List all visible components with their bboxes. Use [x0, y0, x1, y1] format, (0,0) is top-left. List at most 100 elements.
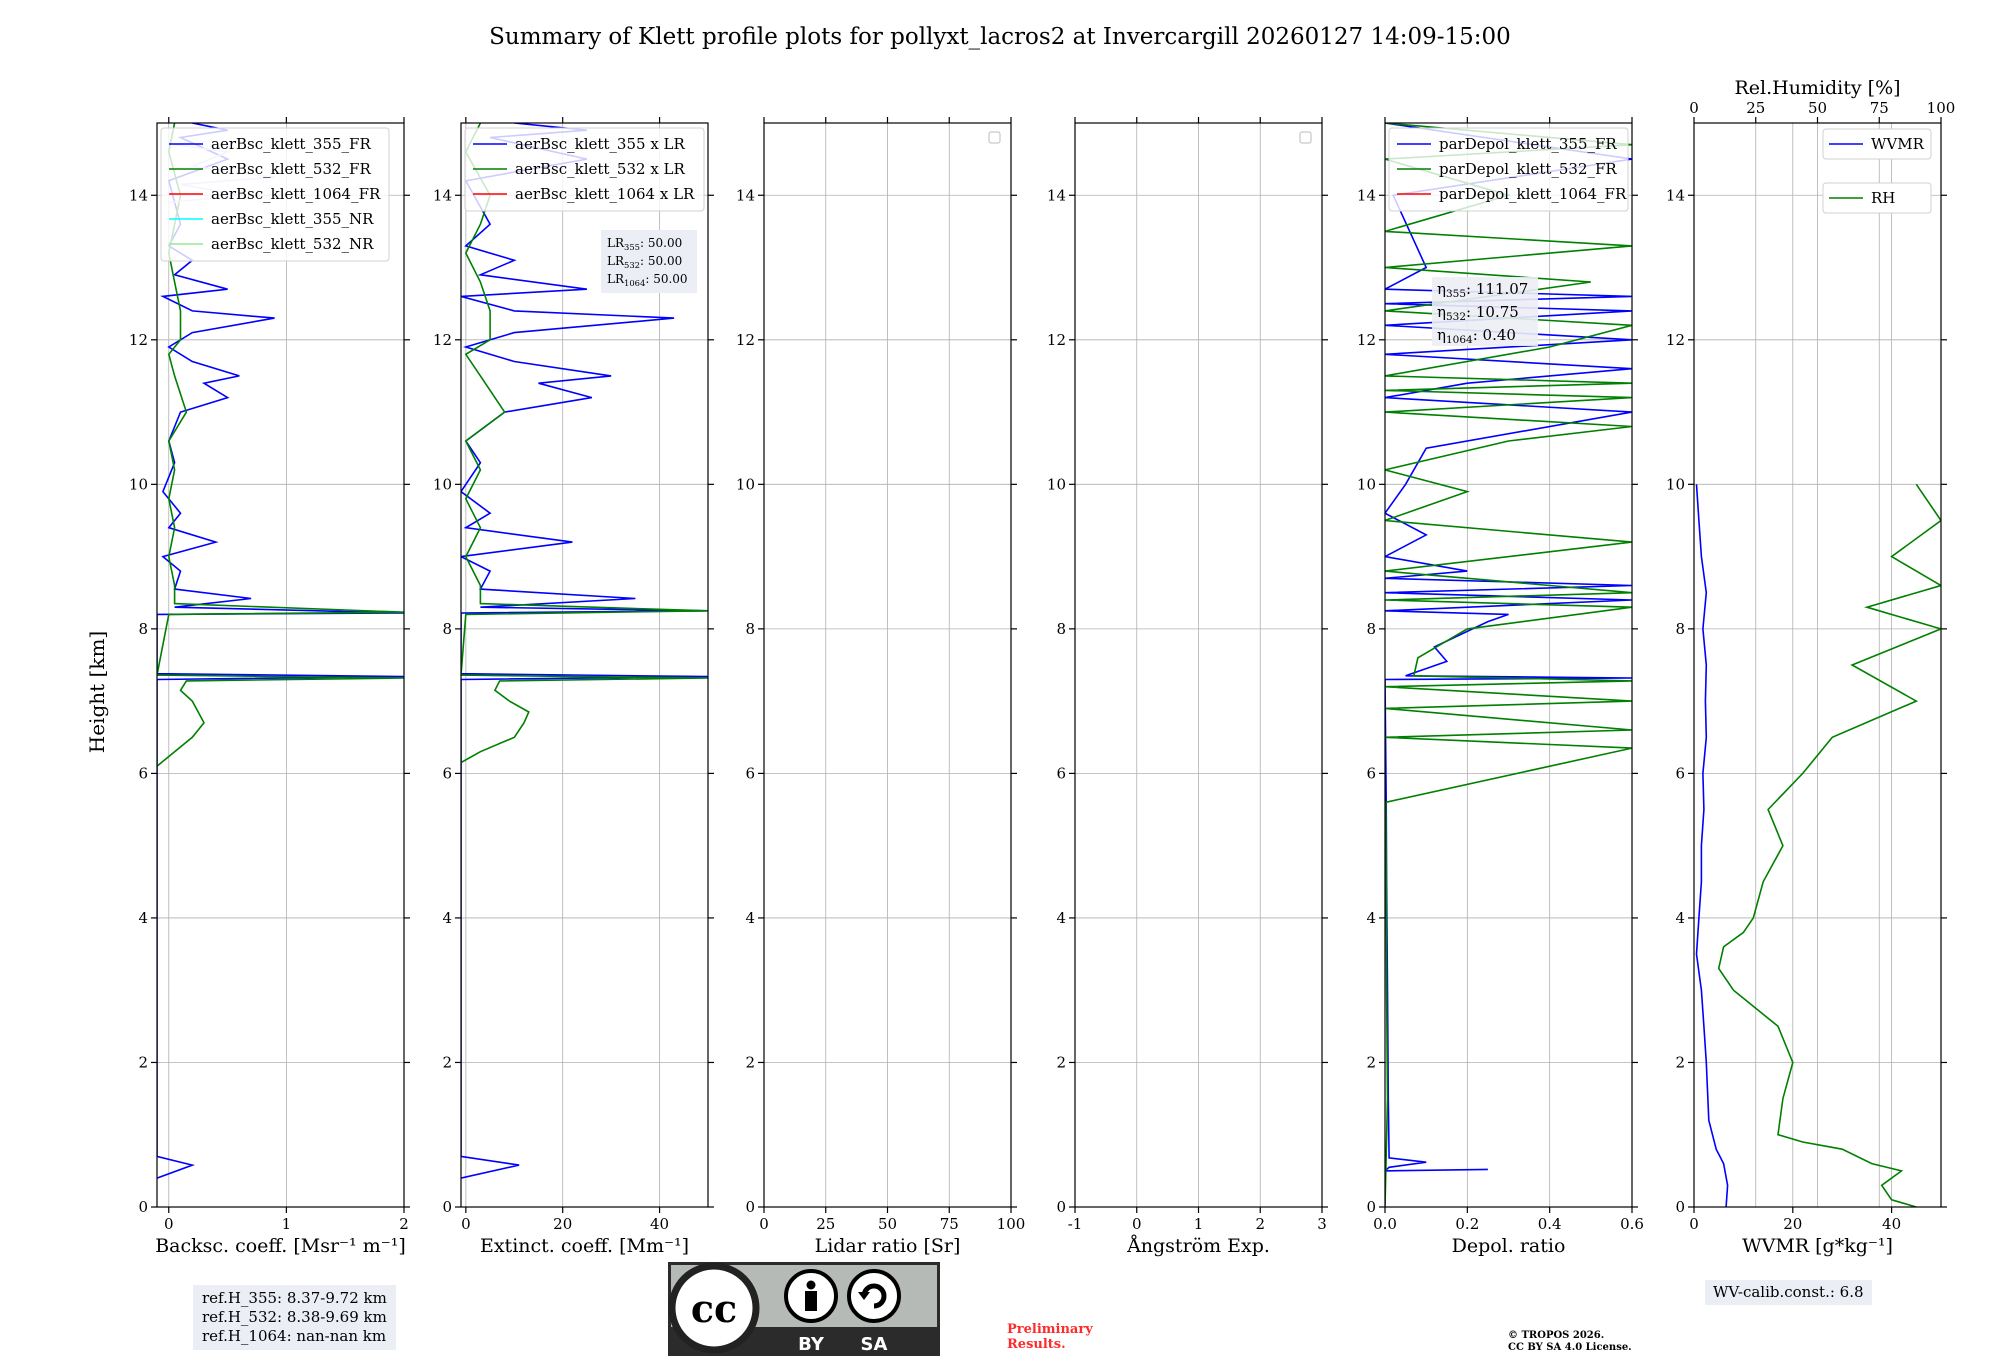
y-tick-label: 14 — [736, 186, 755, 204]
panel-6: 0 2 4 6 8 10 12 14 0 20 40 WVMR [g*kg⁻¹] 0 25 50 75 100 R… — [1666, 77, 1955, 1257]
y-tick-label: 8 — [1675, 620, 1685, 638]
legend-wvmr: WVMR — [1822, 128, 1932, 160]
y-tick-label: 10 — [433, 475, 452, 493]
y-tick-label: 4 — [1366, 909, 1376, 927]
x-tick-label: 40 — [650, 1215, 669, 1233]
y-tick-label: 8 — [442, 620, 452, 638]
eta-line: η1064: 0.40 — [1437, 326, 1516, 346]
y-tick-label: 0 — [442, 1198, 452, 1216]
y-tick-label: 2 — [1056, 1053, 1066, 1071]
x-tick-label: 0 — [1689, 1215, 1699, 1233]
y-tick-label: 4 — [1056, 909, 1066, 927]
sa-share-icon — [847, 1269, 901, 1323]
x-tick-label: 1 — [1194, 1215, 1204, 1233]
y-tick-label: 6 — [1056, 764, 1066, 782]
y-tick-label: 8 — [1056, 620, 1066, 638]
legend: aerBsc_klett_355 x LR aerBsc_klett_532 x … — [464, 127, 705, 212]
y-tick-label: 0 — [1056, 1198, 1066, 1216]
y-tick-label: 4 — [745, 909, 755, 927]
series-parDepol_klett_532_FR — [1385, 123, 1632, 1207]
y-tick-label: 8 — [1366, 620, 1376, 638]
eta-line: η532: 10.75 — [1437, 303, 1519, 323]
by-label: BY — [798, 1334, 825, 1355]
legend: aerBsc_klett_355_FR aerBsc_klett_532_FRae… — [160, 127, 390, 262]
y-tick-label: 10 — [1357, 475, 1376, 493]
y-tick-label: 6 — [442, 764, 452, 782]
y-tick-label: 4 — [1675, 909, 1685, 927]
y-tick-label: 6 — [745, 764, 755, 782]
panel-2: 0 2 4 6 8 10 12 14 0 20 40 Extinct. coeff. [Mm⁻¹] ae… — [433, 117, 714, 1257]
y-tick-label: 10 — [129, 475, 148, 493]
lidar-ratio-line: LR1064: 50.00 — [607, 272, 688, 288]
y-tick-label: 14 — [433, 186, 452, 204]
legend-label: aerBsc_klett_1064_FR — [211, 185, 381, 203]
legend-label: aerBsc_klett_532 x LR — [515, 160, 686, 178]
eta-line: η355: 111.07 — [1437, 280, 1528, 300]
legend-label: aerBsc_klett_532_NR — [211, 235, 374, 253]
x-tick-label: 75 — [940, 1215, 959, 1233]
empty-legend-icon — [1299, 131, 1312, 144]
top-x-tick-label: 25 — [1746, 99, 1765, 117]
data-area — [1385, 123, 1632, 1207]
axes-frame — [1384, 122, 1633, 1208]
lidar-ratio-line: LR532: 50.00 — [607, 254, 682, 270]
x-axis-label: Lidar ratio [Sr] — [815, 1235, 961, 1257]
legend-label: aerBsc_klett_1064 x LR — [515, 185, 695, 203]
x-tick-label: 0.6 — [1620, 1215, 1644, 1233]
data-area — [461, 123, 708, 1179]
reference-heights-box: ref.H_355: 8.37-9.72 km ref.H_532: 8.38-… — [193, 1285, 396, 1350]
series-aerBsc_klett_532_FR — [157, 123, 404, 767]
x-tick-label: 40 — [1882, 1215, 1901, 1233]
top-x-tick-label: 100 — [1927, 99, 1956, 117]
x-tick-label: 2 — [1255, 1215, 1265, 1233]
license-badge: cc BY SA — [668, 1262, 940, 1356]
y-tick-label: 10 — [1666, 475, 1685, 493]
legend-label: WVMR — [1871, 135, 1925, 153]
series-aerBsc_klett_355_FR — [157, 123, 404, 1179]
y-tick-label: 0 — [138, 1198, 148, 1216]
y-tick-label: 12 — [1357, 331, 1376, 349]
panel-3: 0 2 4 6 8 10 12 14 0 25 50 75 100 Lidar ratio [Sr] — [736, 117, 1025, 1257]
x-tick-label: 100 — [997, 1215, 1026, 1233]
y-tick-label: 2 — [1675, 1053, 1685, 1071]
copyright-line-1: © TROPOS 2026. — [1508, 1330, 1605, 1341]
x-tick-label: 20 — [553, 1215, 572, 1233]
lidar-ratio-box: LR355: 50.00 LR532: 50.00 LR1064: 50.00 — [601, 230, 697, 293]
y-tick-label: 10 — [736, 475, 755, 493]
y-tick-label: 6 — [138, 764, 148, 782]
legend-rh: RH — [1822, 182, 1932, 214]
y-tick-label: 0 — [745, 1198, 755, 1216]
top-x-tick-label: 75 — [1870, 99, 1889, 117]
series-WVMR — [1695, 484, 1729, 1207]
cc-logo-text: cc — [691, 1286, 737, 1331]
y-tick-label: 2 — [442, 1053, 452, 1071]
y-tick-label: 12 — [433, 331, 452, 349]
copyright-note: © TROPOS 2026. CC BY SA 4.0 License. — [1508, 1330, 1632, 1354]
y-tick-label: 2 — [1366, 1053, 1376, 1071]
eta-box: η355: 111.07 η532: 10.75 η1064: 0.40 — [1432, 277, 1538, 346]
y-tick-label: 2 — [745, 1053, 755, 1071]
top-x-axis-label: Rel.Humidity [%] — [1734, 77, 1900, 99]
legend: parDepol_klett_355_FR parDepol_klett_532_… — [1388, 127, 1629, 212]
x-tick-label: 2 — [399, 1215, 409, 1233]
preliminary-results-note: Preliminary Results. — [1007, 1322, 1093, 1352]
y-tick-label: 10 — [1047, 475, 1066, 493]
y-tick-label: 14 — [129, 186, 148, 204]
legend-label: aerBsc_klett_532_FR — [211, 160, 371, 178]
ref-height-355: ref.H_355: 8.37-9.72 km — [202, 1289, 387, 1307]
legend-label: aerBsc_klett_355_NR — [211, 210, 374, 228]
sa-label: SA — [861, 1334, 888, 1355]
panel-5: 0 2 4 6 8 10 12 14 0.0 0.2 0.4 0.6 Depol. ratio parDe… — [1357, 117, 1644, 1257]
x-tick-label: 0.0 — [1373, 1215, 1397, 1233]
y-tick-label: 0 — [1675, 1198, 1685, 1216]
y-tick-label: 6 — [1366, 764, 1376, 782]
y-tick-label: 14 — [1357, 186, 1376, 204]
wv-calib-box: WV-calib.const.: 6.8 — [1705, 1280, 1872, 1305]
legend-label: RH — [1871, 189, 1895, 207]
top-x-tick-label: 50 — [1808, 99, 1827, 117]
y-tick-label: 4 — [138, 909, 148, 927]
y-tick-label: 12 — [129, 331, 148, 349]
